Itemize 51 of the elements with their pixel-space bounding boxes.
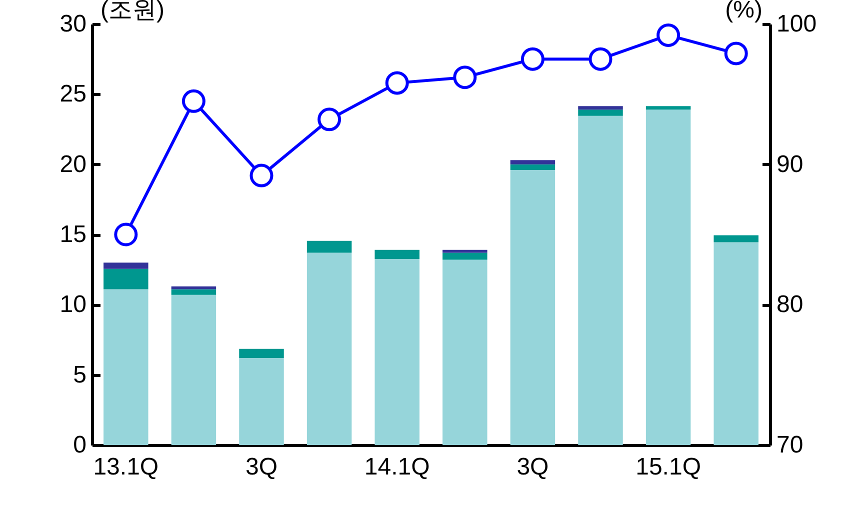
bar — [578, 116, 623, 445]
point — [724, 42, 748, 66]
bar — [442, 260, 488, 445]
bar — [714, 235, 758, 242]
bar — [306, 252, 352, 445]
point — [114, 222, 138, 246]
y2-tick-label: 90 — [776, 150, 804, 178]
point — [656, 24, 680, 47]
y2-axis-title: (%) — [725, 0, 762, 24]
bar — [239, 348, 284, 358]
y-tick-label: 15 — [60, 221, 86, 248]
y-tick-label: 25 — [60, 80, 86, 108]
y-tick-label: 5 — [73, 361, 86, 388]
bar — [646, 110, 691, 445]
point — [385, 71, 409, 95]
bar — [442, 252, 488, 260]
bar — [646, 106, 691, 110]
bar — [374, 259, 420, 445]
point — [520, 47, 544, 71]
bar — [171, 289, 216, 295]
point — [318, 108, 342, 132]
x-tick-label: 3Q — [516, 454, 549, 480]
point — [250, 164, 274, 188]
bar — [374, 250, 420, 260]
x-tick-label: 3Q — [245, 454, 278, 480]
y2-tick-label: 100 — [776, 10, 817, 38]
point — [453, 66, 477, 90]
y-tick-label: 30 — [60, 10, 86, 38]
bar — [104, 268, 148, 290]
bar — [714, 242, 758, 445]
bar — [239, 358, 284, 445]
bar — [171, 294, 216, 445]
bar — [510, 160, 556, 164]
bar — [578, 106, 623, 110]
x-tick-label: 13.1Q — [93, 454, 159, 480]
x-tick-label: 14.1Q — [364, 454, 430, 480]
bar — [104, 262, 148, 269]
y2-tick-label: 80 — [776, 291, 804, 318]
bar — [510, 170, 556, 445]
point — [588, 47, 612, 71]
bar — [104, 289, 148, 445]
bar — [578, 110, 623, 116]
bar — [442, 250, 488, 253]
bar — [510, 164, 556, 170]
y-tick-label: 10 — [60, 291, 86, 318]
y2-tick-label: 70 — [776, 432, 804, 458]
bar — [306, 240, 352, 253]
y-tick-label: 0 — [73, 432, 86, 458]
y-tick-label: 20 — [60, 150, 86, 178]
x-tick-label: 15.1Q — [636, 454, 701, 480]
point — [182, 89, 206, 113]
